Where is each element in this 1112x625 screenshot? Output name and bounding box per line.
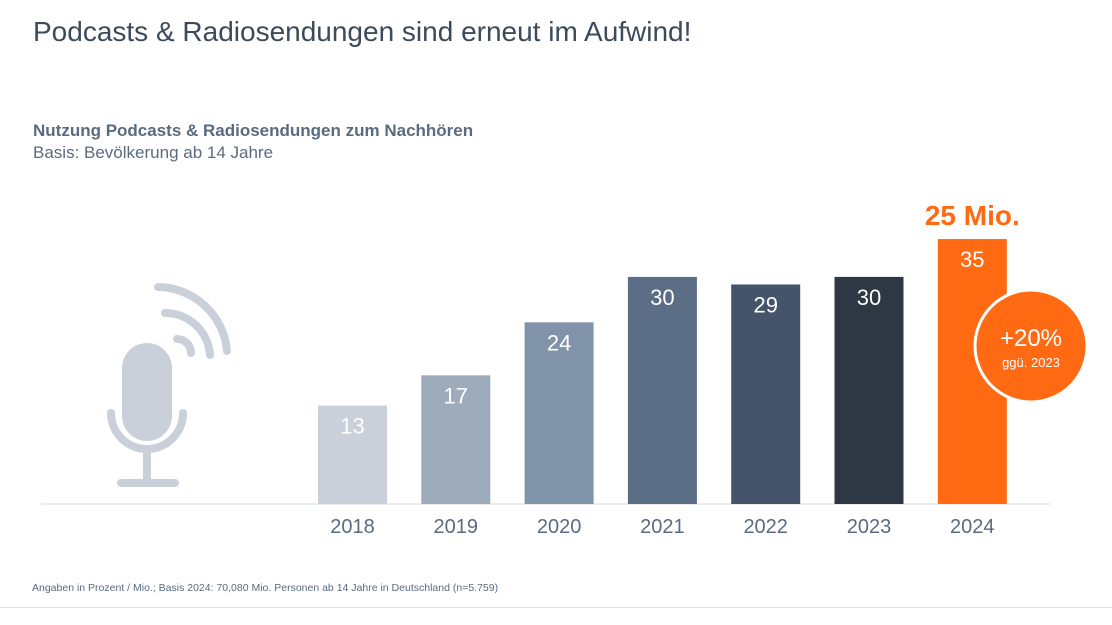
bar-value-label-2019: 17 (444, 383, 468, 408)
bar-2023 (834, 276, 904, 504)
bar-2019 (421, 375, 491, 504)
highlight-annotation: 25 Mio. (925, 200, 1020, 231)
growth-badge-comparison: ggü. 2023 (1002, 355, 1060, 370)
x-tick-label-2018: 2018 (330, 516, 375, 538)
bar-value-label-2018: 13 (340, 414, 364, 439)
bar-value-label-2021: 30 (650, 285, 674, 310)
x-tick-label-2019: 2019 (434, 516, 479, 538)
bar-2018 (318, 405, 387, 504)
x-tick-label-2021: 2021 (640, 516, 685, 538)
footnote: Angaben in Prozent / Mio.; Basis 2024: 7… (32, 582, 499, 594)
x-tick-label-2020: 2020 (537, 516, 582, 538)
chart-basis-note: Basis: Bevölkerung ab 14 Jahre (33, 143, 274, 162)
bar-value-label-2022: 29 (753, 292, 777, 317)
bar-value-label-2023: 30 (857, 285, 881, 310)
bottom-divider (0, 607, 1112, 608)
bar-2021 (627, 276, 697, 504)
chart-subtitle: Nutzung Podcasts & Radiosendungen zum Na… (33, 121, 474, 140)
bar-value-label-2024: 35 (960, 247, 984, 272)
bar-value-label-2020: 24 (547, 330, 571, 355)
x-tick-label-2024: 2024 (950, 516, 995, 538)
x-tick-label-2023: 2023 (847, 516, 892, 538)
page-title: Podcasts & Radiosendungen sind erneut im… (33, 16, 692, 47)
growth-badge-value: +20% (1000, 325, 1062, 352)
microphone-podcast-icon (107, 283, 231, 487)
x-tick-label-2022: 2022 (743, 516, 788, 538)
bar-2020 (524, 322, 594, 504)
growth-badge: +20% ggü. 2023 (973, 288, 1089, 404)
bar-2022 (731, 284, 801, 504)
